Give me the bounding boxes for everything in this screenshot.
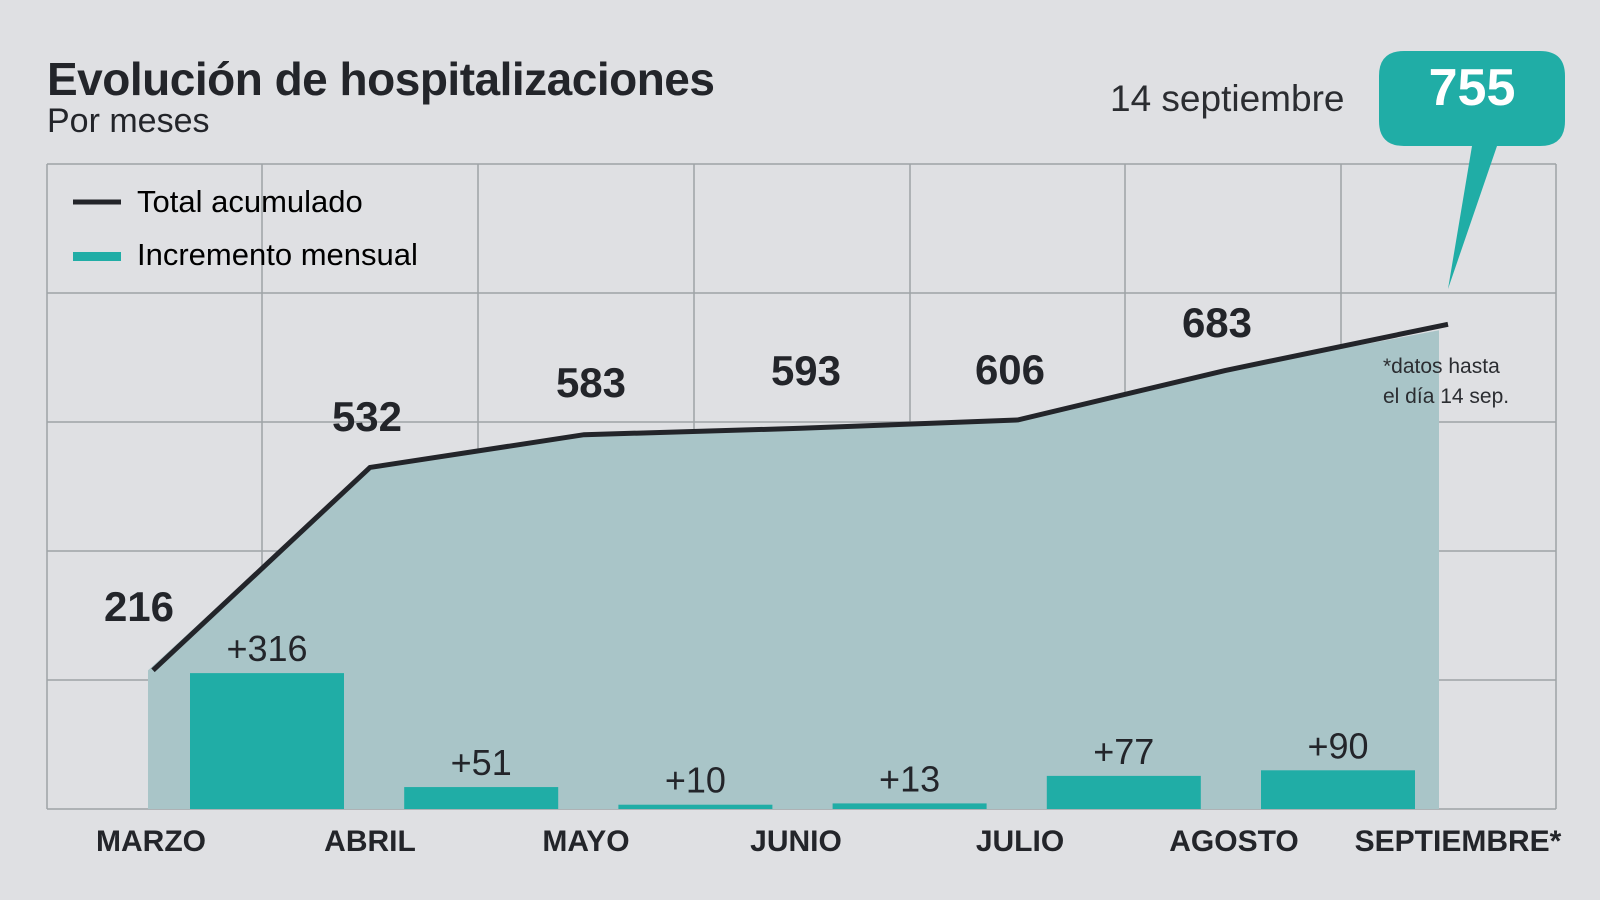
bar-increment [618, 804, 773, 809]
month-label: AGOSTO [1169, 825, 1298, 858]
bar-label: +10 [665, 760, 726, 801]
month-label: ABRIL [324, 825, 416, 858]
total-label: 583 [556, 359, 626, 406]
month-label: JUNIO [750, 825, 842, 858]
labels: +316 +51 +10 +13 +77 +90 216 532 583 593 606 683 MAR… [96, 299, 1562, 858]
bars [190, 673, 1415, 809]
callout-value: 755 [1428, 59, 1516, 117]
month-label: SEPTIEMBRE* [1355, 825, 1562, 858]
bar-increment [1046, 775, 1201, 809]
total-label: 606 [975, 346, 1045, 393]
total-label: 593 [771, 347, 841, 394]
total-area [148, 330, 1439, 809]
chart-subtitle: Por meses [47, 102, 210, 140]
callout-bubble [1379, 51, 1565, 289]
bar-label: +90 [1307, 725, 1368, 766]
note-line-2: el día 14 sep. [1383, 385, 1509, 408]
bar-increment [404, 787, 559, 809]
bar-increment [1261, 770, 1415, 809]
month-label: MAYO [542, 825, 629, 858]
chart-title: Evolución de hospitalizaciones [47, 53, 715, 105]
bar-label: +77 [1093, 731, 1154, 772]
month-label: MARZO [96, 825, 206, 858]
legend: Total acumulado Incremento mensual [73, 184, 418, 272]
bar-label: +13 [879, 758, 940, 799]
total-line [151, 321, 1449, 673]
bar-increment [832, 803, 987, 809]
month-label: JULIO [976, 825, 1064, 858]
total-label: 683 [1182, 299, 1252, 346]
bar-label: +51 [451, 742, 512, 783]
legend-label-increment: Incremento mensual [137, 237, 418, 272]
total-label: 532 [332, 393, 402, 440]
bar-label: +316 [226, 628, 307, 669]
legend-label-total: Total acumulado [137, 184, 363, 219]
bar-increment [190, 673, 344, 809]
total-label: 216 [104, 583, 174, 630]
callout-date: 14 septiembre [1110, 78, 1345, 119]
legend-bar-swatch [73, 252, 121, 261]
note-line-1: *datos hasta [1383, 355, 1500, 378]
